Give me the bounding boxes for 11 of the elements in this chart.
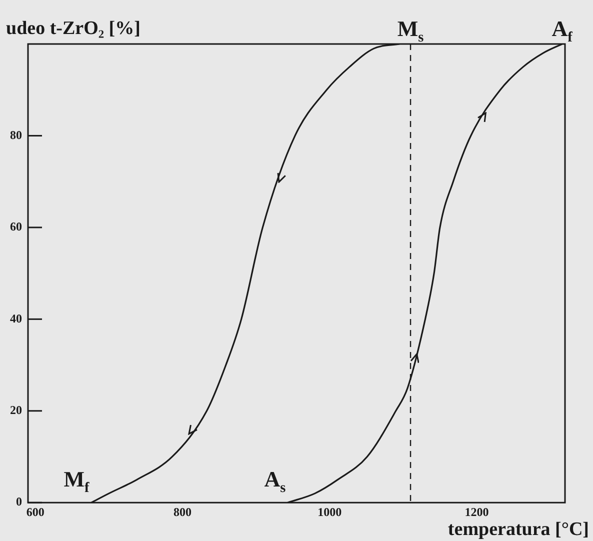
x-tick-label: 1200 [464,504,489,519]
x-axis-title: temperatura [°C] [448,519,590,540]
x-tick-label: 800 [173,504,192,519]
y-tick-label: 0 [16,494,22,509]
y-tick-label: 80 [10,128,22,142]
x-tick-label: 600 [26,504,44,519]
x-tick-label: 1000 [318,504,342,519]
y-axis-title: udeo t-ZrO₂ [%] [6,18,140,39]
y-tick-label: 60 [10,220,22,234]
y-tick-label: 40 [10,311,22,326]
y-tick-label: 20 [10,402,22,417]
